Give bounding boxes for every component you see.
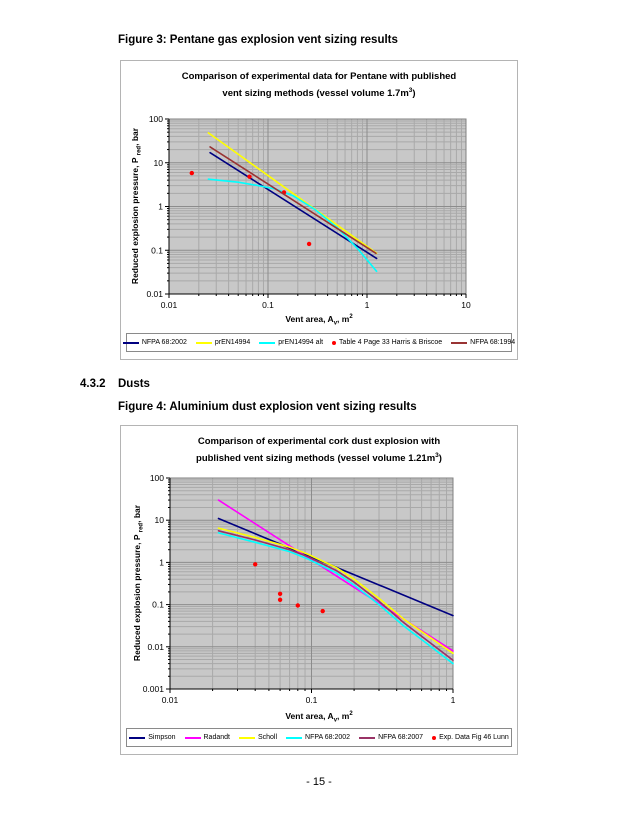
legend-item: NFPA 68:1994 bbox=[451, 339, 515, 346]
legend-item: Simpson bbox=[129, 734, 176, 741]
legend-item: Scholl bbox=[238, 734, 278, 741]
y-tick-label: 0.001 bbox=[143, 684, 165, 694]
series-line bbox=[207, 132, 378, 255]
legend-item: NFPA 68:2002 bbox=[122, 339, 187, 346]
y-tick-label: 10 bbox=[154, 158, 164, 168]
y-tick-label: 100 bbox=[150, 473, 164, 483]
legend-marker-dot bbox=[332, 340, 337, 345]
section-heading: 4.3.2 Dusts bbox=[80, 378, 150, 390]
legend-item: Exp. Data Fig 46 Lunn bbox=[432, 734, 509, 741]
figure4-caption: Figure 4: Aluminium dust explosion vent … bbox=[118, 401, 417, 413]
legend-item: prEN14994 bbox=[195, 339, 251, 346]
chart-title-line1: Comparison of experimental data for Pent… bbox=[181, 71, 457, 82]
legend-item: Table 4 Page 33 Harris & Briscoe bbox=[332, 339, 442, 346]
legend-item: Radandt bbox=[184, 734, 230, 741]
chart-title-line1: Comparison of experimental cork dust exp… bbox=[197, 436, 441, 447]
y-tick-label: 1 bbox=[159, 557, 164, 567]
x-tick-label: 10 bbox=[461, 300, 471, 310]
figure4-x-axis-label: Vent area, Av, m2 bbox=[285, 711, 353, 724]
legend-label: prEN14994 bbox=[214, 339, 251, 346]
series-line bbox=[209, 146, 377, 255]
legend-label: Exp. Data Fig 46 Lunn bbox=[439, 734, 509, 741]
legend-marker-dot bbox=[432, 735, 437, 740]
x-tick-label: 0.01 bbox=[161, 300, 178, 310]
legend-line-swatch bbox=[238, 736, 255, 739]
x-tick-label: 0.1 bbox=[306, 695, 318, 705]
legend-line-swatch bbox=[184, 736, 201, 739]
legend-item: NFPA 68:2002 bbox=[286, 734, 350, 741]
page-number: - 15 - bbox=[306, 776, 332, 788]
figure4-chart: Comparison of experimental cork dust exp… bbox=[120, 425, 518, 755]
section-title: Dusts bbox=[118, 378, 150, 390]
legend-label: NFPA 68:2007 bbox=[378, 734, 424, 741]
legend-item: NFPA 68:2007 bbox=[359, 734, 423, 741]
x-tick-label: 1 bbox=[451, 695, 456, 705]
chart-title-line2: vent sizing methods (vessel volume 1.7m bbox=[222, 88, 409, 100]
y-tick-label: 100 bbox=[149, 114, 163, 124]
chart-title-line2: published vent sizing methods (vessel vo… bbox=[196, 453, 436, 465]
figure3-legend: NFPA 68:2002 prEN14994 prEN14994 alt Table … bbox=[122, 333, 515, 352]
scatter-point bbox=[306, 241, 312, 247]
y-tick-label: 0.1 bbox=[152, 600, 164, 610]
y-tick-label: 0.01 bbox=[147, 642, 164, 652]
y-tick-label: 0.1 bbox=[151, 245, 163, 255]
legend-label: Table 4 Page 33 Harris & Briscoe bbox=[339, 339, 443, 346]
chart-title-superscript: 3 bbox=[408, 87, 413, 94]
figure4-legend: Simpson Radandt Scholl NFPA 68:2002 NFPA 68:… bbox=[126, 728, 512, 747]
legend-line-swatch bbox=[195, 341, 212, 344]
figure3-x-axis-label: Vent area, Av, m2 bbox=[285, 314, 353, 327]
legend-label: NFPA 68:2002 bbox=[141, 339, 187, 346]
legend-label: Simpson bbox=[148, 734, 176, 741]
x-tick-label: 0.01 bbox=[162, 695, 179, 705]
scatter-point bbox=[295, 603, 300, 608]
series-line bbox=[209, 151, 378, 260]
x-tick-label: 0.1 bbox=[262, 300, 274, 310]
scatter-point bbox=[277, 591, 283, 596]
legend-line-swatch bbox=[129, 736, 146, 739]
figure3-plot-svg: 0.01 0.1 1 10 100 10 1 0.1 0.01 bbox=[146, 114, 471, 310]
series-line bbox=[207, 178, 378, 273]
y-tick-label: 1 bbox=[158, 202, 163, 212]
series-line bbox=[217, 527, 454, 655]
series-line bbox=[217, 532, 454, 665]
legend-label: NFPA 68:2002 bbox=[305, 734, 351, 741]
scatter-point bbox=[247, 174, 252, 179]
y-tick-label: 0.01 bbox=[146, 289, 163, 299]
legend-line-swatch bbox=[122, 341, 139, 344]
legend-line-swatch bbox=[286, 736, 303, 739]
x-tick-label: 1 bbox=[365, 300, 370, 310]
legend-label: prEN14994 alt bbox=[278, 339, 324, 346]
figure3-chart-title: Comparison of experimental data for Pent… bbox=[121, 70, 517, 101]
figure3-chart: Comparison of experimental data for Pent… bbox=[120, 60, 518, 360]
legend-label: NFPA 68:1994 bbox=[470, 339, 516, 346]
figure4-chart-title: Comparison of experimental cork dust exp… bbox=[121, 435, 517, 466]
y-tick-label: 10 bbox=[155, 515, 165, 525]
scatter-point bbox=[189, 170, 194, 176]
legend-item: prEN14994 alt bbox=[259, 339, 323, 346]
chart-title-line2-end: ) bbox=[412, 88, 416, 100]
scatter-point bbox=[320, 608, 325, 614]
figure3-caption: Figure 3: Pentane gas explosion vent siz… bbox=[118, 34, 398, 46]
series-line bbox=[217, 530, 454, 662]
scatter-point bbox=[277, 597, 283, 602]
section-number: 4.3.2 bbox=[80, 378, 106, 390]
legend-line-swatch bbox=[359, 736, 376, 739]
legend-line-swatch bbox=[451, 341, 468, 344]
legend-label: Radandt bbox=[203, 734, 230, 741]
chart-title-superscript: 3 bbox=[435, 452, 439, 459]
scatter-point bbox=[253, 562, 258, 567]
chart-title-line2-end: ) bbox=[438, 453, 442, 465]
legend-label: Scholl bbox=[257, 734, 278, 741]
legend-line-swatch bbox=[259, 341, 276, 344]
